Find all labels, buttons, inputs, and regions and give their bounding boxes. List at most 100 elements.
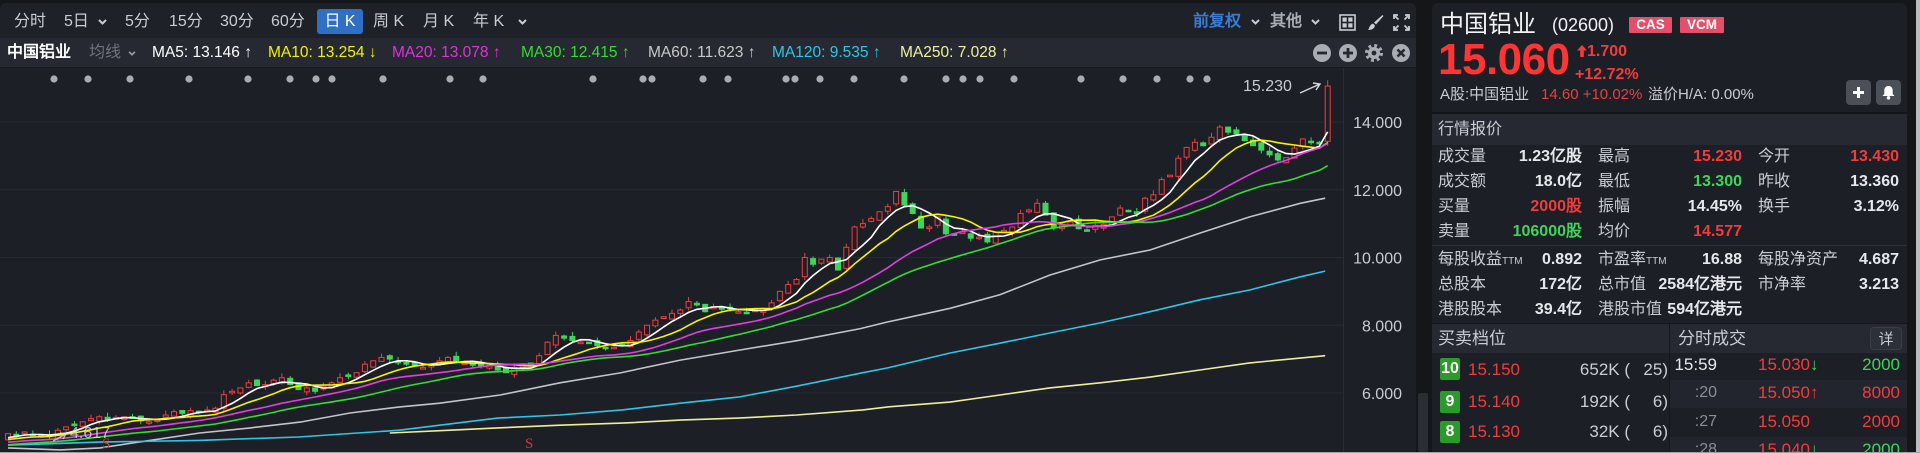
period-tab-yearly[interactable]: 年 K <box>473 13 505 30</box>
candle <box>104 416 111 420</box>
period-tab-monthly[interactable]: 月 K <box>423 13 455 30</box>
trade-volume: 2000 <box>1862 355 1900 374</box>
candle <box>1258 142 1265 151</box>
panel-splitter[interactable] <box>1418 393 1428 452</box>
quote-turnover: 18.0亿 <box>1534 173 1582 190</box>
candle <box>602 346 609 350</box>
event-markers[interactable] <box>50 75 1211 83</box>
stock-code: (02600) <box>1552 15 1615 35</box>
period-tab-30min[interactable]: 30分 <box>220 13 254 30</box>
vcm-badge: VCM <box>1680 17 1724 33</box>
event-dot <box>639 75 647 83</box>
candle <box>1025 209 1032 213</box>
candle <box>569 335 576 341</box>
candle <box>810 258 817 265</box>
low-price-label: 4.617 <box>70 425 110 442</box>
period-tab-15min[interactable]: 15分 <box>169 13 203 30</box>
period-tab-60min[interactable]: 60分 <box>271 13 305 30</box>
ma60-value: MA60: 11.623 ↑ <box>648 44 756 61</box>
ask-price[interactable]: 15.140 <box>1468 392 1520 411</box>
candle <box>337 377 343 383</box>
quote-label: 成交量 <box>1438 148 1487 165</box>
ma30-value: MA30: 12.415 ↑ <box>521 44 630 61</box>
ma5-line <box>7 131 1329 439</box>
zoom-in-icon[interactable] <box>1339 44 1357 62</box>
ma20-value: MA20: 13.078 ↑ <box>392 44 501 61</box>
sell-signal-marker[interactable]: S <box>102 436 110 452</box>
ah-premium: 溢价H/A: 0.00% <box>1648 86 1754 103</box>
candle <box>942 218 949 235</box>
fundamental-label: 每股收益TTM <box>1438 251 1523 268</box>
candle <box>1233 129 1240 135</box>
candle <box>735 311 742 314</box>
event-dot <box>1010 75 1018 83</box>
event-dot <box>479 75 487 83</box>
candle <box>171 411 177 417</box>
cas-badge: CAS <box>1629 17 1672 33</box>
candlesticks <box>5 80 1331 442</box>
total-shares-value: 172亿 <box>1539 276 1582 293</box>
candle <box>88 417 94 422</box>
period-tab-intraday[interactable]: 分时 <box>14 13 47 30</box>
ma-type-dropdown[interactable]: 均线 <box>89 44 122 61</box>
candle <box>345 374 352 377</box>
y-axis-label: 12.000 <box>1353 183 1402 200</box>
period-tab-weekly[interactable]: 周 K <box>373 13 405 30</box>
zoom-out-icon[interactable] <box>1313 44 1331 62</box>
ask-volume: 192K ( <box>1579 392 1630 411</box>
chevron-down-icon[interactable] <box>98 19 107 25</box>
candle <box>859 223 866 228</box>
arrow-down-icon: ↓ <box>1810 440 1819 453</box>
quote-low: 13.300 <box>1693 173 1742 190</box>
period-tab-daily[interactable]: 日 K <box>317 9 363 34</box>
period-tab-5min[interactable]: 5分 <box>125 13 150 30</box>
trades-detail-button[interactable]: 详 <box>1870 327 1902 350</box>
sell-signal-marker[interactable]: S <box>525 436 533 452</box>
period-tab-5day[interactable]: 5日 <box>64 13 89 30</box>
quote-label: 最高 <box>1598 148 1631 165</box>
ask-volume: 652K ( <box>1579 360 1630 379</box>
event-dot <box>648 75 656 83</box>
chevron-down-icon[interactable] <box>1251 19 1260 25</box>
trade-time: :28 <box>1694 441 1717 453</box>
price-adjust-dropdown[interactable]: 前复权 <box>1193 13 1242 30</box>
chevron-down-icon[interactable] <box>1311 19 1320 25</box>
window-scrollbar[interactable] <box>1916 0 1920 453</box>
candle <box>1324 85 1331 142</box>
a-share-label[interactable]: A股:中国铝业 <box>1440 86 1530 103</box>
candle <box>677 309 684 314</box>
ask-price[interactable]: 15.150 <box>1468 360 1520 379</box>
quote-open: 13.430 <box>1850 148 1899 165</box>
nav-per-share-value: 4.687 <box>1858 251 1899 268</box>
candle <box>1250 139 1256 147</box>
quote-section-title: 行情报价 <box>1438 121 1503 138</box>
ask-level-badge: 8 <box>1440 421 1460 443</box>
chevron-down-icon[interactable] <box>128 51 136 56</box>
ask-price[interactable]: 15.130 <box>1468 422 1520 441</box>
close-icon[interactable] <box>1392 44 1410 62</box>
hk-shares-value: 39.4亿 <box>1534 301 1582 318</box>
event-dot <box>286 75 294 83</box>
price-alert-button[interactable] <box>1876 80 1901 105</box>
last-price: 15.060 <box>1438 35 1570 84</box>
ma250-line <box>389 354 1326 434</box>
stock-name: 中国铝业 <box>1440 11 1536 38</box>
brush-icon[interactable] <box>1367 14 1384 31</box>
add-watchlist-button[interactable] <box>1846 80 1871 105</box>
candle <box>544 341 551 356</box>
other-dropdown[interactable]: 其他 <box>1270 13 1303 30</box>
candle <box>1017 212 1024 229</box>
kline-chart[interactable]: 14.00012.00010.0008.0006.00015.2304.617S… <box>0 0 1416 453</box>
settings-icon[interactable] <box>1365 44 1383 62</box>
high-price-label: 15.230 <box>1243 78 1292 95</box>
y-axis-label: 6.000 <box>1362 386 1402 403</box>
arrow-icon <box>52 432 68 442</box>
y-axis-label: 10.000 <box>1353 251 1402 268</box>
candle <box>868 218 875 222</box>
fullscreen-icon[interactable] <box>1393 14 1410 31</box>
layout-grid-icon[interactable] <box>1339 14 1356 31</box>
quote-bid-volume: 2000股 <box>1530 198 1582 215</box>
chevron-down-icon[interactable] <box>518 19 527 25</box>
candle <box>420 367 426 370</box>
trade-time: :20 <box>1694 384 1717 401</box>
